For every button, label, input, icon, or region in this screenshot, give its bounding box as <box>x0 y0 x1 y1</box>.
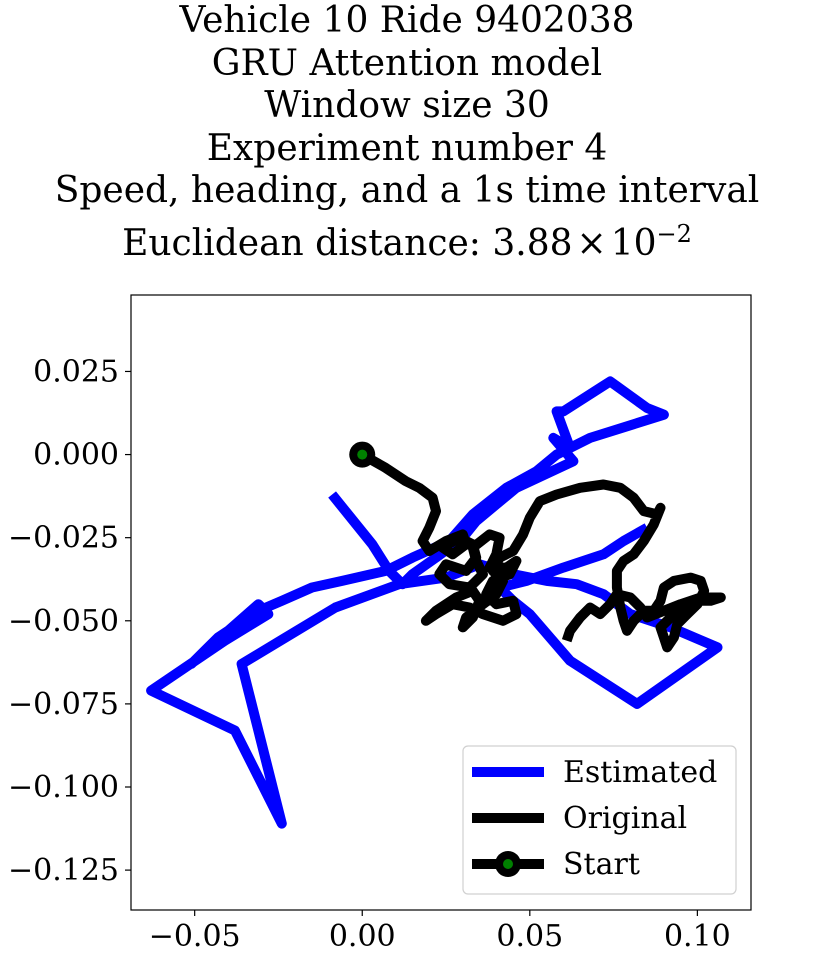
title-line-2: GRU Attention model <box>211 42 603 84</box>
y-tick-label: −0.100 <box>8 770 119 805</box>
y-tick-label: 0.000 <box>33 438 119 473</box>
series-layer <box>146 376 726 829</box>
legend-box <box>462 745 737 895</box>
series-line-original <box>359 450 726 653</box>
plot-frame <box>130 294 752 911</box>
y-tick-label: 0.025 <box>33 354 119 389</box>
y-axis: 0.025 0.000 −0.025 −0.050 −0.075 −0.100 −0.125 <box>8 354 131 888</box>
title-line-6: Euclidean distance: 3.88 × 10−2 <box>0 213 814 266</box>
title-line-4: Experiment number 4 <box>206 127 608 169</box>
legend-label-estimated: Estimated <box>563 755 717 790</box>
title-line-5: Speed, heading, and a 1s time interval <box>54 170 760 211</box>
legend-label-original: Original <box>563 801 687 836</box>
x-tick-label: 0.05 <box>496 919 563 954</box>
title-line-3: Window size 30 <box>264 85 550 126</box>
y-tick-label: −0.075 <box>8 687 119 722</box>
subtitle-times: × <box>576 222 607 264</box>
subtitle-prefix: Euclidean distance: 3.88 <box>122 222 573 264</box>
x-tick-label: 0.00 <box>329 919 396 954</box>
legend: Estimated Original Start <box>462 745 737 895</box>
x-tick-label: 0.10 <box>664 919 731 954</box>
x-tick-label: −0.05 <box>149 919 241 954</box>
chart-title: Vehicle 10 Ride 9402038 GRU Attention mo… <box>0 0 814 265</box>
legend-label-start: Start <box>563 847 640 882</box>
y-tick-label: −0.125 <box>8 853 119 888</box>
legend-start-marker-center <box>503 859 513 869</box>
subtitle-exponent: −2 <box>656 219 692 248</box>
series-line-estimated <box>146 376 723 829</box>
x-axis: −0.05 0.00 0.05 0.10 <box>149 910 731 954</box>
start-marker-center <box>357 449 368 460</box>
subtitle-base: 10 <box>610 222 657 264</box>
y-tick-label: −0.025 <box>8 521 119 556</box>
title-line-1: Vehicle 10 Ride 9402038 <box>179 0 635 41</box>
y-tick-label: −0.050 <box>8 604 119 639</box>
